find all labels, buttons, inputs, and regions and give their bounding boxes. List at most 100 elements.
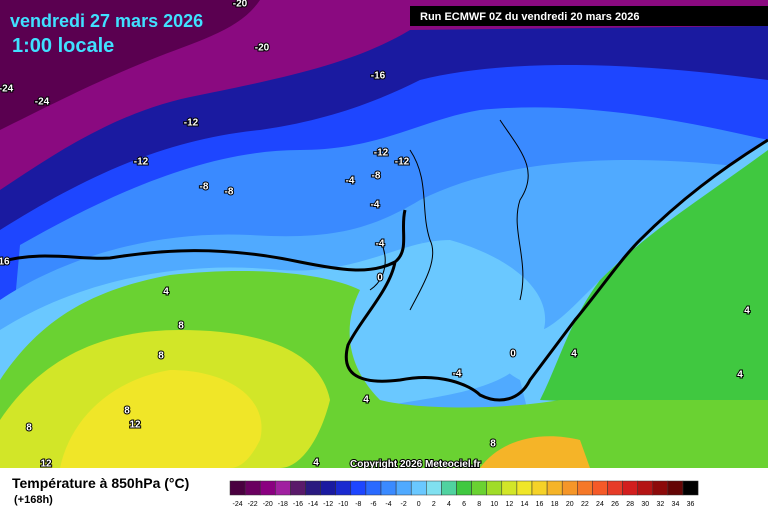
colorbar-label: 34: [672, 501, 680, 508]
contour-label: 8: [490, 439, 496, 450]
colorbar-label: 18: [551, 501, 559, 508]
colorbar-label: 22: [581, 501, 589, 508]
contour-label: -12: [395, 157, 410, 168]
contour-label: -24: [0, 84, 14, 95]
colorbar-swatch: [290, 480, 306, 496]
contour-label: 4: [571, 349, 577, 360]
colorbar-swatch: [486, 480, 503, 496]
colorbar-label: 8: [477, 501, 481, 508]
colorbar-label: -10: [338, 501, 348, 508]
colorbar-swatch: [335, 480, 352, 496]
colorbar-label: 10: [490, 501, 498, 508]
temperature-field: [0, 0, 768, 468]
colorbar-label: 24: [596, 501, 604, 508]
contour-label: 12: [129, 420, 141, 431]
colorbar-label: -6: [370, 501, 376, 508]
contour-labels: -20 -20 -16 -24 -24 -12 -12 -8 -8 -12 -12 -4 -8 -4 -4 0…: [0, 0, 751, 471]
colorbar-swatch: [561, 480, 578, 496]
contour-label: 16: [0, 257, 10, 268]
colorbar-swatch: [622, 480, 638, 496]
colorbar-label: -4: [385, 501, 391, 508]
colorbar-label: 36: [687, 501, 695, 508]
contour-label: 4: [363, 395, 369, 406]
colorbar-swatch: [410, 480, 427, 496]
colorbar-label: 4: [447, 501, 451, 508]
colorbar-label: 28: [626, 501, 634, 508]
colorbar-swatch: [275, 480, 291, 496]
map-time: 1:00 locale: [12, 35, 114, 57]
contour-label: -20: [233, 0, 248, 10]
colorbar-swatch: [365, 480, 382, 496]
colorbar-swatch: [546, 480, 563, 496]
colorbar-label: 26: [611, 501, 619, 508]
colorbar-swatch: [320, 480, 336, 496]
contour-label: 8: [26, 423, 32, 434]
map-date: vendredi 27 mars 2026: [10, 11, 203, 31]
colorbar-swatch: [607, 480, 623, 496]
colorbar-swatch: [682, 480, 699, 496]
contour-label: -8: [225, 187, 234, 198]
colorbar-label: 14: [521, 501, 529, 508]
legend-title: Température à 850hPa (°C): [12, 475, 189, 491]
contour-label: 4: [163, 287, 169, 298]
contour-label: -12: [134, 157, 149, 168]
contour-label: 4: [737, 370, 743, 381]
colorbar-swatch: [667, 480, 684, 496]
colorbar-label: -12: [323, 501, 333, 508]
contour-label: 8: [124, 406, 130, 417]
colorbar-swatch: [516, 480, 533, 496]
colorbar-label: -8: [355, 501, 361, 508]
colorbar-label: -14: [308, 501, 318, 508]
contour-label: -20: [255, 43, 270, 54]
colorbar-swatch: [305, 480, 321, 496]
contour-label: -4: [371, 200, 380, 211]
colorbar-label: -22: [248, 501, 258, 508]
colorbar-label: 30: [641, 501, 649, 508]
contour-label: 12: [40, 459, 52, 470]
contour-label: -4: [376, 239, 385, 250]
contour-label: -12: [374, 148, 389, 159]
colorbar: -24 -22 -20 -18 -16 -14 -12 -10 -8 -6 -4 -2 0 2 4 6 8 10 1…: [229, 480, 699, 508]
colorbar-label: 0: [417, 501, 421, 508]
colorbar-label: -18: [278, 501, 288, 508]
colorbar-swatch: [380, 480, 397, 496]
colorbar-label: -20: [263, 501, 273, 508]
run-info: Run ECMWF 0Z du vendredi 20 mars 2026: [420, 11, 639, 23]
lead-time: (+168h): [14, 494, 53, 506]
colorbar-swatch: [531, 480, 548, 496]
colorbar-swatch: [259, 480, 276, 496]
contour-label: -12: [184, 118, 199, 129]
contour-label: 0: [510, 349, 516, 360]
contour-label: -8: [372, 171, 381, 182]
colorbar-label: 12: [505, 501, 513, 508]
colorbar-swatch: [244, 480, 261, 496]
colorbar-swatch: [637, 480, 654, 496]
contour-label: 4: [744, 306, 750, 317]
colorbar-label: 20: [566, 501, 574, 508]
colorbar-swatch: [471, 480, 487, 496]
contour-label: -24: [35, 97, 50, 108]
colorbar-swatch: [441, 480, 457, 496]
colorbar-swatch: [592, 480, 608, 496]
colorbar-swatch: [652, 480, 669, 496]
contour-label: -4: [346, 176, 355, 187]
contour-label: 8: [158, 351, 164, 362]
contour-label: 4: [313, 458, 319, 469]
run-box: [410, 6, 768, 26]
colorbar-swatch: [350, 480, 367, 496]
colorbar-swatch: [501, 480, 518, 496]
contour-label: -4: [453, 369, 462, 380]
colorbar-swatch: [426, 480, 442, 496]
contour-label: -8: [200, 182, 209, 193]
colorbar-label: -16: [293, 501, 303, 508]
colorbar-label: 2: [432, 501, 436, 508]
colorbar-label: -24: [232, 501, 242, 508]
contour-label: 8: [178, 321, 184, 332]
colorbar-label: 32: [656, 501, 664, 508]
colorbar-swatch: [395, 480, 412, 496]
colorbar-swatch: [229, 480, 246, 496]
colorbar-swatch: [577, 480, 593, 496]
colorbar-label: 6: [462, 501, 466, 508]
